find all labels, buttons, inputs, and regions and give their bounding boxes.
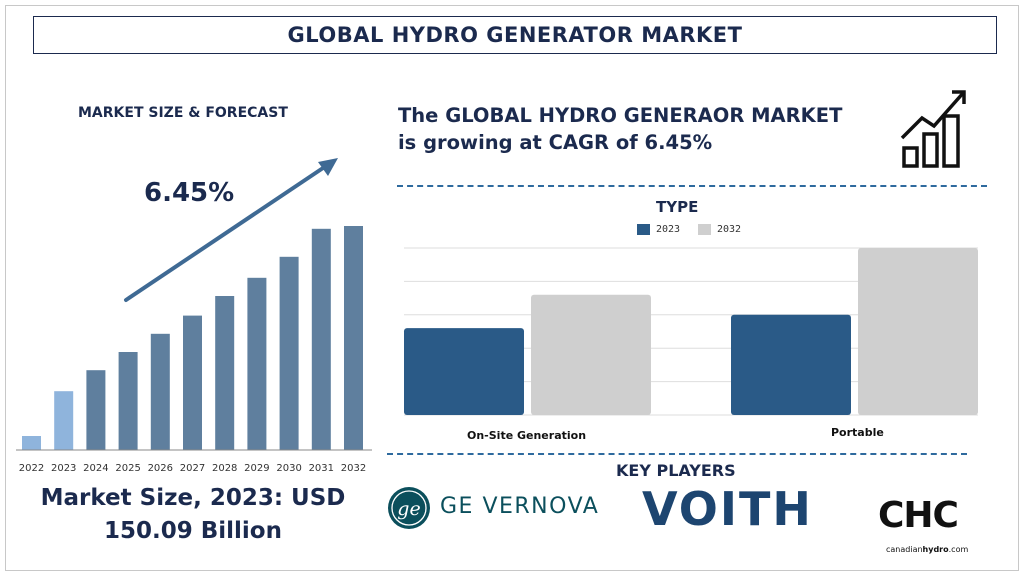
- trend-arrow-head: [318, 158, 338, 176]
- cagr-headline: The GLOBAL HYDRO GENERAOR MARKET is grow…: [398, 102, 888, 156]
- category-label-onsite: On-Site Generation: [467, 429, 587, 442]
- forecast-bar-2031: [311, 228, 331, 450]
- forecast-tick-2024: 2024: [83, 463, 108, 474]
- page-title: GLOBAL HYDRO GENERATOR MARKET: [287, 23, 743, 47]
- chc-logo: CHC: [878, 495, 959, 536]
- forecast-tick-2023: 2023: [51, 463, 76, 474]
- trend-arrow-line: [124, 164, 328, 302]
- legend-label-2023: 2023: [656, 224, 681, 235]
- page-frame: [5, 5, 1019, 571]
- type-bar-on-site-generation-2032: [531, 294, 651, 415]
- forecast-tick-2029: 2029: [244, 463, 269, 474]
- market-size-statement: Market Size, 2023: USD 150.09 Billion: [8, 482, 378, 548]
- market-size-forecast-heading: MARKET SIZE & FORECAST: [78, 105, 288, 121]
- forecast-bar-2025: [118, 352, 138, 450]
- forecast-bar-2022: [22, 436, 41, 450]
- legend-label-2032: 2032: [717, 224, 742, 235]
- title-banner: GLOBAL HYDRO GENERATOR MARKET: [33, 16, 997, 54]
- forecast-tick-2022: 2022: [19, 463, 44, 474]
- divider-bottom: [387, 453, 967, 455]
- chc-website-part1: canadian: [886, 545, 923, 554]
- market-size-line2: 150.09 Billion: [103, 518, 282, 544]
- forecast-bar-2028: [215, 296, 235, 450]
- headline-line1: The GLOBAL HYDRO GENERAOR MARKET: [398, 104, 843, 127]
- type-bar-portable-2032: [858, 248, 978, 415]
- forecast-tick-2028: 2028: [212, 463, 237, 474]
- divider-top: [397, 185, 987, 187]
- category-label-portable: Portable: [831, 426, 884, 439]
- forecast-bar-2023: [54, 391, 74, 450]
- chc-website: canadianhydro.com: [886, 545, 968, 554]
- growth-chart-icon: [900, 90, 966, 168]
- forecast-tick-2032: 2032: [341, 463, 366, 474]
- svg-text:ge: ge: [397, 498, 420, 520]
- headline-line2: is growing at CAGR of 6.45%: [398, 131, 713, 154]
- forecast-bar-2024: [86, 370, 106, 450]
- chc-website-part3: .com: [948, 545, 969, 554]
- type-bar-portable-2023: [731, 314, 851, 415]
- ge-vernova-logo: GE VERNOVA: [440, 494, 600, 519]
- legend-2023: 2023: [637, 224, 680, 235]
- forecast-bar-chart: 2022 2023 2024 2025 2026 2027 2028 2029 2030 2031…: [16, 158, 372, 474]
- legend-swatch-2023: [637, 224, 650, 235]
- type-bar-on-site-generation-2023: [404, 328, 524, 415]
- forecast-tick-2030: 2030: [276, 463, 301, 474]
- market-size-line1: Market Size, 2023: USD: [40, 485, 346, 511]
- voith-logo: VOITH: [642, 482, 813, 536]
- cagr-value: 6.45%: [144, 178, 235, 208]
- forecast-bar-2029: [247, 277, 267, 450]
- forecast-bar-2032: [344, 226, 363, 450]
- chc-website-part2: hydro: [922, 545, 949, 554]
- forecast-tick-2031: 2031: [309, 463, 334, 474]
- legend-2032: 2032: [698, 224, 741, 235]
- forecast-bar-2026: [150, 333, 170, 450]
- forecast-bar-2027: [183, 315, 202, 450]
- ge-logo-icon: ge: [388, 487, 430, 529]
- forecast-tick-2026: 2026: [148, 463, 173, 474]
- type-chart-title: TYPE: [656, 198, 699, 216]
- forecast-bar-2030: [279, 256, 299, 450]
- forecast-tick-2027: 2027: [180, 463, 205, 474]
- key-players-heading: KEY PLAYERS: [616, 461, 736, 480]
- forecast-tick-2025: 2025: [115, 463, 140, 474]
- legend-swatch-2032: [698, 224, 711, 235]
